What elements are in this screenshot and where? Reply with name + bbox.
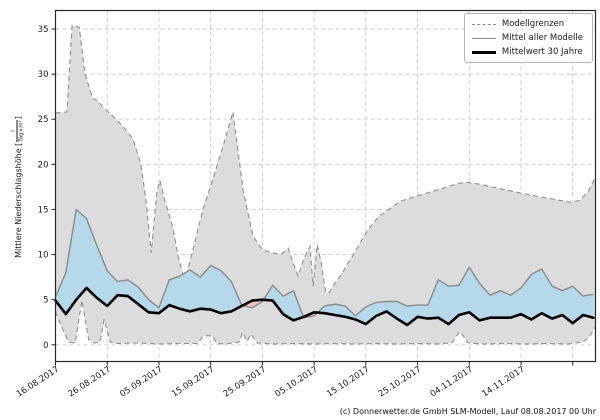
model-range-band (55, 25, 596, 344)
legend-label: Mittelwert 30 Jahre (501, 47, 583, 57)
x-tick-label: 14.11.2017 (480, 365, 526, 400)
y-tick-label: 15 (38, 205, 49, 215)
plot-border (54, 9, 597, 363)
dashed-line-icon (471, 23, 496, 25)
x-tick-label: 05.10.2017 (273, 365, 319, 400)
x-tick-label: 25.09.2017 (222, 365, 268, 400)
model-mean-line (54, 208, 594, 319)
legend-item-mittel-aller-modelle: Mittel aller Modelle (471, 33, 583, 43)
y-tick-label: 25 (38, 115, 49, 125)
y-axis-label: Mittlere Niederschlagshöhe [l Tag×m²] (10, 116, 25, 258)
gray-line-icon (471, 37, 496, 39)
model-lower-bound-line (54, 300, 596, 345)
x-tick-label: 04.11.2017 (429, 365, 475, 400)
legend: Modellgrenzen Mittel aller Modelle Mitte… (463, 13, 593, 63)
x-tick-label: 15.09.2017 (170, 365, 216, 400)
y-axis-unit-fraction: l Tag×m² (10, 120, 25, 142)
y-tick-label: 5 (43, 296, 48, 306)
legend-label: Modellgrenzen (501, 19, 565, 29)
legend-item-mittelwert-30-jahre: Mittelwert 30 Jahre (471, 47, 583, 57)
model-upper-bound-line (55, 24, 596, 295)
x-tick-label: 15.10.2017 (325, 365, 371, 400)
y-tick-label: 35 (38, 25, 49, 35)
x-tick-label: 26.08.2017 (67, 365, 113, 400)
y-axis-label-text: Mittlere Niederschlagshöhe [ (13, 142, 23, 258)
y-tick-label: 10 (38, 251, 49, 261)
fill-above-normal (55, 209, 243, 315)
black-line-icon (471, 50, 496, 54)
y-tick-label: 30 (38, 70, 49, 80)
y-tick-label: 0 (43, 341, 48, 351)
y-tick-label: 20 (38, 160, 49, 170)
x-tick-label: 16.08.2017 (15, 365, 61, 400)
legend-item-modellgrenzen: Modellgrenzen (471, 19, 583, 29)
legend-label: Mittel aller Modelle (501, 33, 583, 43)
mean-30y-line (54, 286, 595, 327)
x-tick-label: 05.09.2017 (118, 365, 164, 400)
copyright-text: (c) Donnerwetter.de GmbH SLM-Modell, Lau… (339, 407, 596, 416)
fill-below-normal (242, 299, 264, 308)
x-tick-label: 25.10.2017 (377, 365, 423, 400)
fill-above-normal (263, 285, 304, 321)
